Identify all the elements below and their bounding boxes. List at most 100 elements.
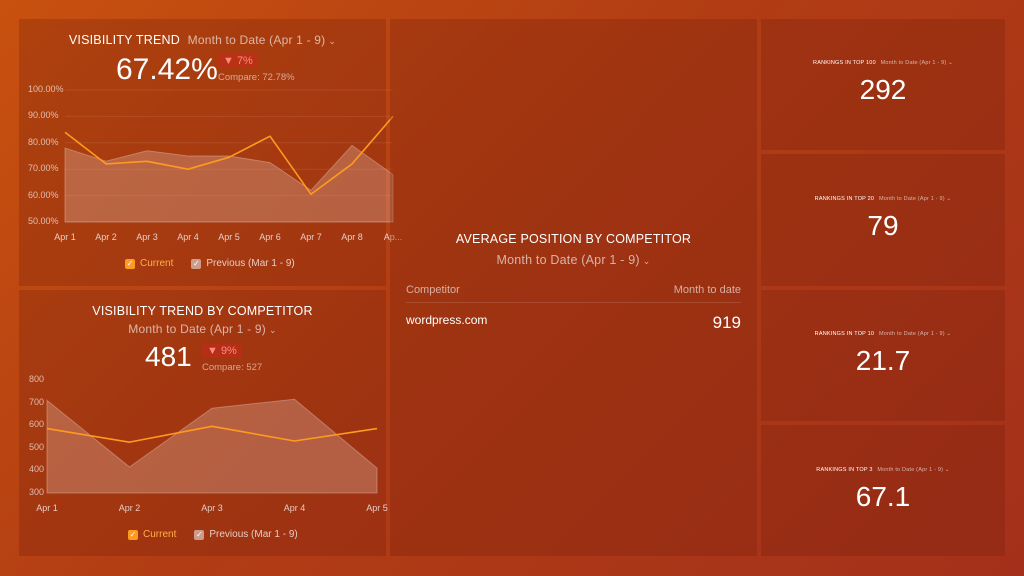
competitor-trend-legend: ✓ Current ✓ Previous (Mar 1 - 9) (128, 529, 298, 540)
visibility-trend-header: VISIBILITY TREND Month to Date (Apr 1 - … (19, 33, 386, 47)
data-point[interactable] (146, 160, 149, 163)
average-position-range-dropdown[interactable]: Month to Date (Apr 1 - 9) ⌄ (496, 253, 651, 267)
x-tick-label: Apr 6 (259, 232, 281, 242)
y-tick-label: 400 (29, 464, 45, 475)
rankings-top-3-range-dropdown[interactable]: Month to Date (Apr 1 - 9) ⌄ (877, 467, 950, 473)
competitor-trend-range-dropdown[interactable]: Month to Date (Apr 1 - 9) ⌄ (128, 322, 277, 336)
rankings-top-3-panel: RANKINGS IN TOP 3 Month to Date (Apr 1 -… (761, 425, 1005, 556)
column-header-month-to-date: Month to date (673, 284, 741, 296)
average-position-range-row: Month to Date (Apr 1 - 9) ⌄ (390, 253, 757, 267)
table-header: Competitor Month to date (406, 284, 741, 303)
y-tick-label: 100.00% (28, 84, 64, 94)
legend-current-toggle[interactable]: ✓ Current (128, 529, 177, 540)
y-tick-label: 80.00% (28, 136, 59, 147)
chevron-down-icon: ⌄ (328, 36, 337, 46)
series-current-line (64, 115, 394, 196)
x-tick-label: Apr 3 (136, 232, 158, 242)
rankings-top-3-title: RANKINGS IN TOP 3 (816, 467, 873, 473)
rankings-top-10-title: RANKINGS IN TOP 10 (814, 331, 875, 337)
competitor-trend-range-row: Month to Date (Apr 1 - 9) ⌄ (19, 322, 386, 336)
legend-current-toggle[interactable]: ✓ Current (125, 258, 174, 269)
legend-previous-toggle[interactable]: ✓ Previous (Mar 1 - 9) (194, 529, 298, 540)
y-tick-label: 50.00% (28, 216, 59, 226)
x-tick-label: Apr 8 (341, 232, 363, 242)
rankings-top-10-value: 21.7 (855, 345, 911, 376)
x-tick-label: Apr 5 (218, 232, 240, 242)
rankings-top-20-range-dropdown[interactable]: Month to Date (Apr 1 - 9) ⌄ (878, 196, 952, 202)
y-tick-label: 600 (29, 419, 45, 430)
competitor-trend-change-badge: ▼ 9% (202, 344, 242, 358)
y-tick-label: 90.00% (28, 110, 59, 121)
y-tick-label: 500 (29, 441, 45, 452)
data-point[interactable] (128, 441, 131, 444)
rankings-top-3-header: RANKINGS IN TOP 3 Month to Date (Apr 1 -… (761, 467, 1005, 473)
data-point[interactable] (269, 135, 272, 138)
column-header-competitor: Competitor (406, 284, 460, 296)
data-point[interactable] (105, 162, 108, 165)
data-point[interactable] (211, 425, 214, 428)
rankings-top-100-header: RANKINGS IN TOP 100 Month to Date (Apr 1… (761, 60, 1005, 66)
visibility-trend-panel: VISIBILITY TREND Month to Date (Apr 1 - … (19, 19, 402, 286)
x-tick-label: Ap... (383, 232, 403, 242)
rankings-top-20-header: RANKINGS IN TOP 20 Month to Date (Apr 1 … (761, 196, 1005, 202)
x-tick-label: Apr 3 (201, 503, 223, 513)
checkbox-checked-icon: ✓ (194, 529, 205, 540)
competitor-trend-value: 481 (145, 341, 192, 372)
y-tick-label: 300 (29, 487, 45, 497)
rankings-top-100-range-dropdown[interactable]: Month to Date (Apr 1 - 9) ⌄ (880, 60, 953, 66)
y-tick-label: 70.00% (28, 163, 59, 174)
x-tick-label: Apr 4 (283, 503, 306, 513)
rankings-top-20-title: RANKINGS IN TOP 20 (814, 196, 875, 202)
chevron-down-icon: ⌄ (268, 325, 277, 335)
visibility-trend-value: 67.42% (116, 53, 218, 86)
chevron-down-icon: ⌄ (642, 256, 651, 266)
x-tick-label: Apr 2 (118, 503, 141, 513)
competitor-trend-compare: Compare: 527 (202, 362, 263, 373)
rankings-top-20-panel: RANKINGS IN TOP 20 Month to Date (Apr 1 … (761, 154, 1005, 286)
table-row: wordpress.com 919 (406, 311, 741, 335)
data-point[interactable] (228, 156, 231, 159)
rankings-top-100-panel: RANKINGS IN TOP 100 Month to Date (Apr 1… (761, 19, 1005, 150)
rankings-top-3-value: 67.1 (855, 481, 911, 512)
checkbox-checked-icon: ✓ (191, 258, 202, 269)
y-tick-label: 800 (29, 374, 45, 384)
data-point[interactable] (46, 427, 49, 430)
average-position-panel: AVERAGE POSITION BY COMPETITOR Month to … (390, 19, 757, 556)
x-tick-label: Apr 4 (177, 232, 199, 242)
data-point[interactable] (293, 440, 296, 443)
visibility-trend-change-badge: ▼ 7% (218, 54, 258, 68)
checkbox-checked-icon: ✓ (128, 529, 138, 540)
competitor-trend-chart (46, 398, 379, 494)
x-tick-label: Apr 1 (54, 232, 76, 242)
visibility-trend-chart (64, 89, 394, 223)
checkbox-checked-icon: ✓ (125, 258, 135, 269)
data-point[interactable] (64, 131, 67, 134)
data-point[interactable] (187, 168, 190, 171)
series-previous-area (64, 144, 394, 223)
competitor-name: wordpress.com (406, 313, 488, 327)
average-position-title: AVERAGE POSITION BY COMPETITOR (455, 232, 692, 246)
rankings-top-100-value: 292 (859, 74, 907, 105)
visibility-trend-range-dropdown[interactable]: Month to Date (Apr 1 - 9) ⌄ (187, 33, 337, 47)
competitor-value: 919 (712, 313, 741, 332)
x-tick-label: Apr 1 (36, 503, 58, 513)
x-tick-label: Apr 2 (95, 232, 117, 242)
rankings-top-10-range-dropdown[interactable]: Month to Date (Apr 1 - 9) ⌄ (878, 331, 952, 337)
data-point[interactable] (351, 162, 354, 165)
series-previous-area (46, 398, 378, 494)
rankings-top-10-header: RANKINGS IN TOP 10 Month to Date (Apr 1 … (761, 331, 1005, 337)
visibility-trend-title: VISIBILITY TREND (68, 33, 180, 47)
competitor-trend-panel: VISIBILITY TREND BY COMPETITOR Month to … (19, 290, 388, 556)
data-point[interactable] (310, 193, 313, 196)
visibility-trend-legend: ✓ Current ✓ Previous (Mar 1 - 9) (125, 258, 295, 269)
rankings-top-20-value: 79 (867, 210, 899, 241)
y-tick-label: 60.00% (28, 189, 59, 200)
rankings-top-100-title: RANKINGS IN TOP 100 (813, 60, 876, 66)
rankings-top-10-panel: RANKINGS IN TOP 10 Month to Date (Apr 1 … (761, 290, 1005, 421)
legend-previous-toggle[interactable]: ✓ Previous (Mar 1 - 9) (191, 258, 295, 269)
visibility-trend-compare: Compare: 72.78% (218, 72, 295, 83)
competitor-trend-title: VISIBILITY TREND BY COMPETITOR (92, 304, 313, 318)
y-tick-label: 700 (29, 396, 45, 407)
data-point[interactable] (376, 427, 379, 430)
x-tick-label: Apr 5 (366, 503, 388, 513)
